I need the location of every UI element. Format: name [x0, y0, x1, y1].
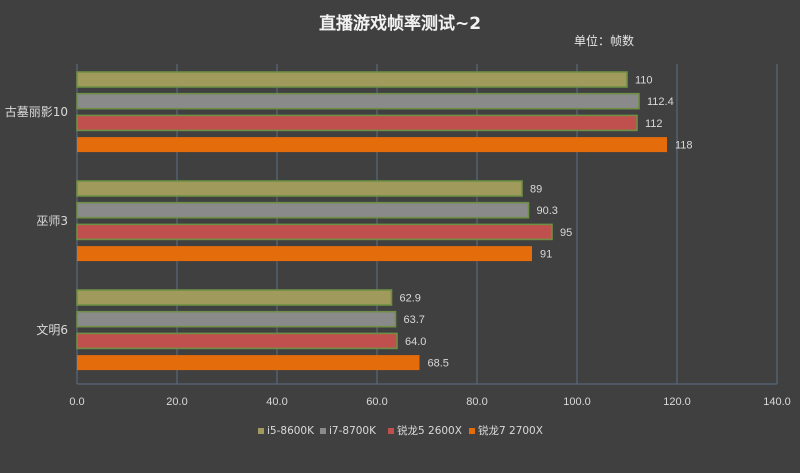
legend-label: 锐龙5 2600X: [397, 424, 462, 437]
data-label: 62.9: [400, 293, 421, 305]
unit-label: 单位：帧数: [574, 33, 634, 48]
x-tick-label: 140.0: [763, 396, 791, 408]
legend-label: i5-8600K: [267, 425, 315, 437]
data-label: 110: [635, 75, 653, 87]
legend-swatch: [388, 428, 394, 434]
bar: [76, 180, 523, 197]
bar: [77, 137, 667, 153]
x-tick-label: 40.0: [266, 396, 287, 408]
legend-swatch: [258, 428, 264, 434]
category-label: 古墓丽影10: [5, 104, 68, 119]
x-tick-label: 80.0: [466, 396, 487, 408]
bar: [76, 332, 398, 350]
data-label: 112.4: [647, 96, 674, 108]
data-label: 91: [540, 249, 552, 261]
bar: [77, 355, 420, 371]
x-tick-label: 100.0: [563, 396, 591, 408]
data-label: 68.5: [428, 358, 449, 370]
legend-swatch: [320, 428, 326, 434]
x-tick-label: 120.0: [663, 396, 691, 408]
bar: [76, 201, 530, 219]
data-label: 95: [560, 227, 572, 239]
bar: [76, 114, 638, 132]
bar: [76, 289, 393, 306]
data-label: 63.7: [404, 314, 425, 326]
bar: [77, 246, 532, 262]
legend-label: 锐龙7 2700X: [478, 424, 543, 437]
x-tick-label: 60.0: [366, 396, 387, 408]
data-label: 112: [645, 118, 663, 130]
bar: [76, 223, 553, 241]
data-label: 118: [675, 140, 693, 152]
category-label: 巫师3: [36, 214, 68, 228]
chart-title: 直播游戏帧率测试~2: [319, 13, 481, 34]
data-label: 64.0: [405, 336, 426, 348]
x-tick-label: 0.0: [69, 396, 84, 408]
bar: [76, 92, 640, 110]
legend-label: i7-8700K: [329, 425, 377, 437]
data-label: 90.3: [537, 205, 558, 217]
bar: [76, 71, 628, 88]
category-label: 文明6: [36, 322, 68, 337]
legend-swatch: [469, 428, 475, 434]
x-tick-label: 20.0: [166, 396, 187, 408]
bar: [76, 310, 397, 328]
data-label: 89: [530, 184, 542, 196]
